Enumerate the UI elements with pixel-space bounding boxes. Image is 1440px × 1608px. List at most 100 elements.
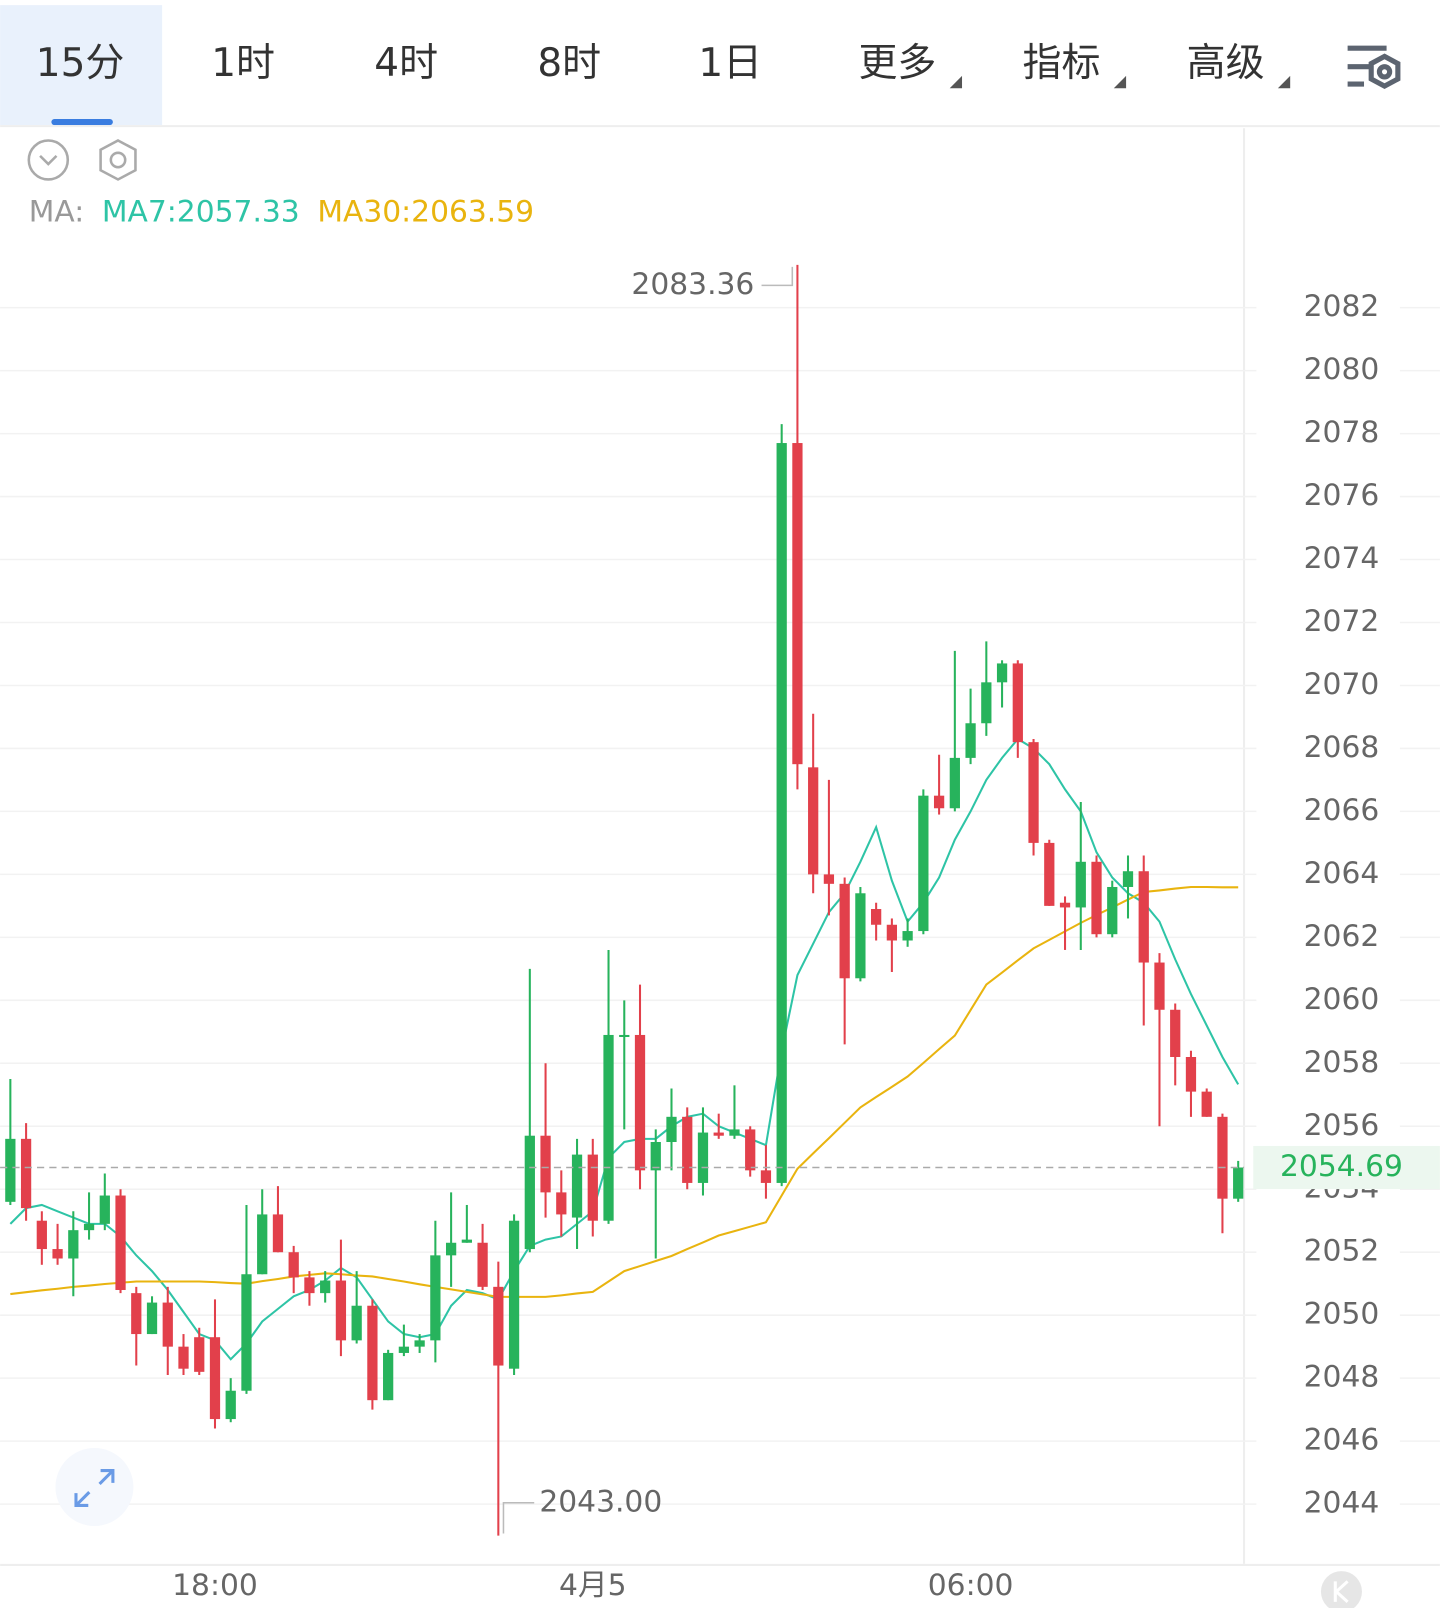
candle-body bbox=[981, 682, 992, 724]
candle-body bbox=[445, 1242, 457, 1256]
candle-body bbox=[571, 1154, 583, 1218]
candle-body bbox=[540, 1135, 551, 1193]
candle-body bbox=[1217, 1116, 1228, 1199]
candle-body bbox=[1138, 871, 1149, 963]
candle-body bbox=[1075, 861, 1086, 908]
candle-body bbox=[729, 1129, 740, 1136]
candle-body bbox=[335, 1280, 347, 1341]
y-tick-label: 2044 bbox=[1304, 1486, 1380, 1521]
candle-body bbox=[1012, 663, 1023, 743]
tab[interactable]: 15分 bbox=[36, 41, 125, 86]
candle-body bbox=[1170, 1009, 1181, 1057]
candle-body bbox=[666, 1116, 677, 1143]
candle-body bbox=[20, 1138, 32, 1209]
y-tick-label: 2046 bbox=[1304, 1423, 1380, 1458]
low-pointer bbox=[502, 1501, 535, 1534]
active-tab-indicator bbox=[51, 118, 113, 126]
tab[interactable]: 高级 bbox=[1187, 41, 1265, 86]
high-pointer bbox=[761, 266, 794, 287]
candle-body bbox=[1122, 871, 1134, 887]
y-tick-label: 2056 bbox=[1304, 1108, 1380, 1143]
settings-hex-icon[interactable] bbox=[99, 139, 137, 181]
candle-body bbox=[823, 874, 835, 884]
candle-body bbox=[257, 1214, 268, 1275]
ma30-legend: MA30:2063.59 bbox=[317, 194, 534, 229]
candle-body bbox=[1091, 861, 1102, 935]
active-tab-bg bbox=[0, 5, 163, 126]
candle-body bbox=[36, 1220, 47, 1250]
candle-body bbox=[288, 1252, 299, 1278]
tab[interactable]: 1时 bbox=[211, 41, 275, 86]
candle-body bbox=[225, 1390, 236, 1420]
candle-body bbox=[178, 1346, 189, 1369]
candle-body bbox=[351, 1305, 362, 1341]
candle-body bbox=[5, 1138, 16, 1202]
candle-body bbox=[383, 1352, 394, 1401]
y-tick-label: 2060 bbox=[1304, 982, 1380, 1017]
candle-body bbox=[320, 1280, 331, 1294]
candle-body bbox=[304, 1277, 315, 1294]
y-tick-label: 2062 bbox=[1304, 919, 1380, 954]
y-tick-label: 2072 bbox=[1304, 604, 1380, 639]
candle-body bbox=[115, 1195, 126, 1290]
candle-body bbox=[272, 1214, 284, 1253]
x-tick-label: 06:00 bbox=[928, 1568, 1014, 1603]
candle-body bbox=[1044, 842, 1055, 906]
ma-label: MA: bbox=[29, 194, 84, 229]
candle-body bbox=[367, 1305, 378, 1401]
candle-body bbox=[131, 1293, 142, 1335]
settings-icon[interactable] bbox=[1347, 45, 1401, 90]
ma-line bbox=[10, 885, 1239, 1298]
candle-body bbox=[241, 1274, 252, 1391]
y-tick-label: 2070 bbox=[1304, 667, 1380, 702]
ma-legend: MA: MA7:2057.33 MA30:2063.59 bbox=[29, 194, 534, 229]
candle-body bbox=[965, 723, 976, 758]
collapse-icon[interactable] bbox=[27, 139, 70, 181]
candle-body bbox=[162, 1302, 173, 1347]
candle-body bbox=[949, 757, 960, 809]
expand-button[interactable] bbox=[55, 1448, 134, 1526]
candle-body bbox=[682, 1116, 693, 1183]
k-button[interactable] bbox=[1320, 1571, 1362, 1608]
x-tick-label: 4月5 bbox=[559, 1568, 627, 1603]
y-tick-label: 2074 bbox=[1304, 541, 1380, 576]
x-tick-label: 18:00 bbox=[172, 1568, 258, 1603]
y-tick-label: 2066 bbox=[1304, 793, 1380, 828]
candle-body bbox=[603, 1034, 614, 1221]
candle-body bbox=[524, 1135, 535, 1250]
candle-body bbox=[760, 1170, 772, 1183]
candle-body bbox=[745, 1129, 756, 1171]
tab[interactable]: 更多 bbox=[858, 41, 936, 86]
y-tick-label: 2080 bbox=[1304, 352, 1380, 387]
candle-body bbox=[398, 1346, 410, 1353]
candle-body bbox=[52, 1249, 63, 1259]
candle-body bbox=[933, 795, 945, 809]
high-label: 2083.36 bbox=[631, 267, 754, 302]
candle-body bbox=[493, 1286, 504, 1366]
candle-body bbox=[209, 1337, 221, 1420]
dropdown-marker bbox=[1113, 75, 1127, 89]
y-tick-label: 2076 bbox=[1304, 478, 1380, 513]
tab[interactable]: 8时 bbox=[537, 41, 601, 86]
candle-body bbox=[99, 1195, 110, 1224]
candle-body bbox=[83, 1223, 95, 1231]
last-price-bg bbox=[1253, 1145, 1440, 1190]
candle-body bbox=[1233, 1167, 1244, 1199]
candle-body bbox=[886, 924, 898, 941]
y-tick-label: 2082 bbox=[1304, 289, 1380, 324]
y-tick-label: 2058 bbox=[1304, 1045, 1380, 1080]
dropdown-marker bbox=[1277, 75, 1291, 89]
tab[interactable]: 1日 bbox=[698, 41, 762, 86]
candle-body bbox=[792, 443, 803, 765]
candle-body bbox=[556, 1192, 567, 1215]
toolbar bbox=[0, 0, 1440, 126]
y-tick-label: 2078 bbox=[1304, 415, 1380, 450]
candle-body bbox=[508, 1220, 520, 1369]
candle-body bbox=[587, 1154, 598, 1221]
tab[interactable]: 4时 bbox=[374, 41, 438, 86]
candle-body bbox=[414, 1340, 425, 1347]
tab[interactable]: 指标 bbox=[1023, 41, 1101, 86]
candle-body bbox=[839, 883, 850, 979]
candle-body bbox=[713, 1132, 724, 1136]
